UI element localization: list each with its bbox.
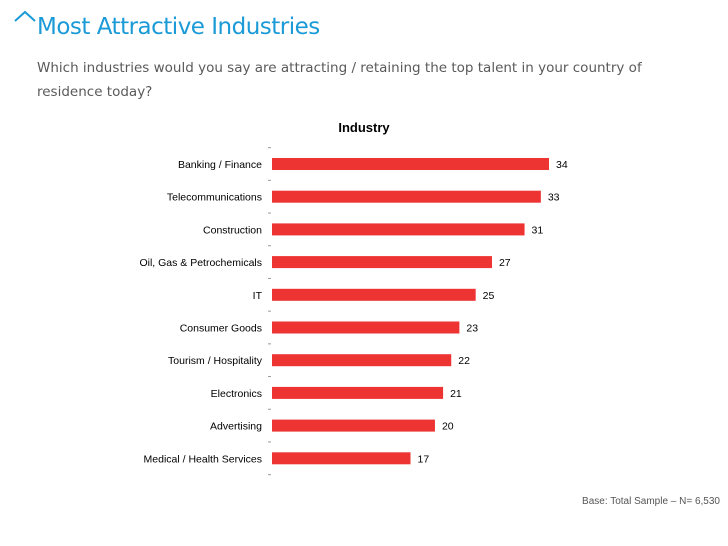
bar (272, 158, 549, 170)
caret-up-icon (14, 10, 36, 22)
category-label: Tourism / Hospitality (168, 355, 263, 367)
category-label: Construction (203, 224, 262, 236)
value-label: 17 (418, 453, 430, 465)
bar (272, 256, 492, 269)
bar (272, 321, 460, 334)
bar (272, 223, 525, 236)
category-label: Banking / Finance (178, 159, 262, 171)
value-label: 21 (450, 388, 462, 400)
value-label: 22 (458, 355, 470, 367)
category-label: Electronics (211, 388, 262, 400)
category-label: Advertising (210, 421, 262, 433)
category-label: Oil, Gas & Petrochemicals (139, 257, 262, 269)
bar (272, 354, 452, 367)
category-label: Consumer Goods (180, 323, 262, 335)
bar (272, 190, 541, 203)
value-label: 25 (483, 290, 495, 302)
category-label: Telecommunications (167, 192, 262, 204)
value-label: 34 (556, 159, 568, 171)
bar (272, 288, 476, 301)
chart-title: Industry (338, 120, 390, 135)
base-note: Base: Total Sample – N= 6,530 (582, 496, 720, 507)
page-subtitle: Which industries would you say are attra… (37, 60, 642, 100)
value-label: 20 (442, 421, 454, 433)
bar (272, 452, 411, 465)
value-label: 31 (532, 224, 544, 236)
bar (272, 386, 444, 399)
page-title: Most Attractive Industries (37, 14, 320, 40)
value-label: 33 (548, 192, 560, 204)
bar (272, 419, 435, 432)
value-label: 23 (466, 323, 478, 335)
category-label: IT (253, 290, 263, 302)
value-label: 27 (499, 257, 511, 269)
category-label: Medical / Health Services (144, 453, 262, 465)
